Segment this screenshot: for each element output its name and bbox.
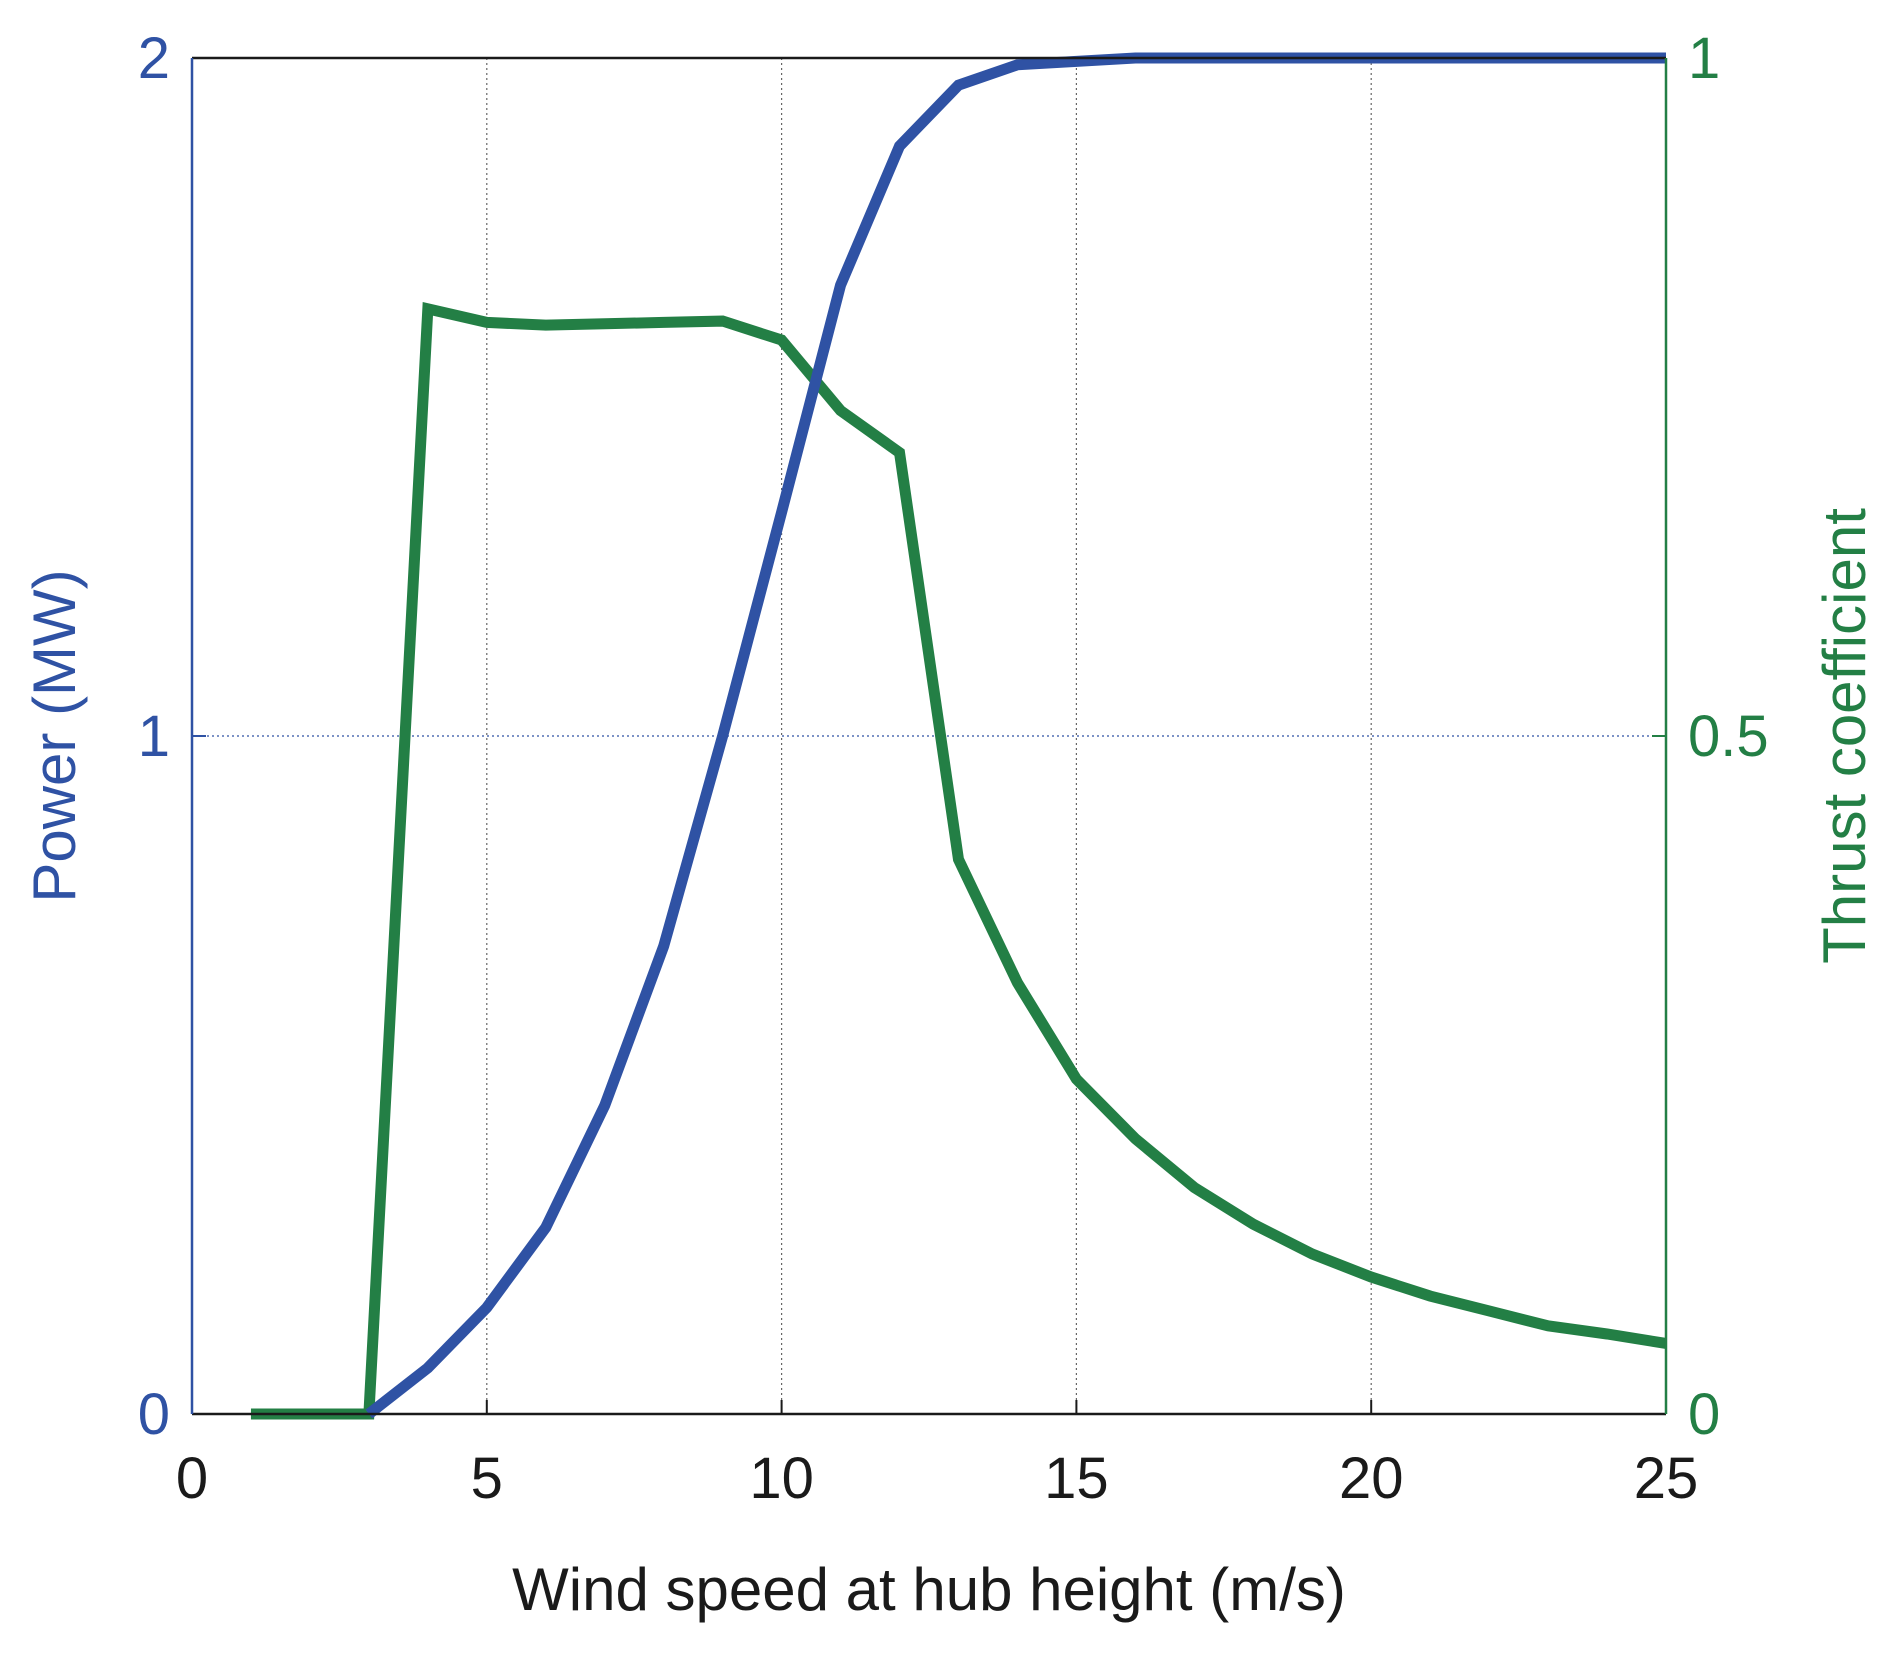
y-right-tick-label: 1	[1688, 26, 1720, 91]
x-tick-label: 20	[1339, 1446, 1404, 1511]
y-axis-left-title: Power (MW)	[21, 569, 88, 902]
axes	[190, 56, 1668, 1416]
y-left-tick-label: 1	[138, 704, 170, 769]
y-left-tick-label: 2	[138, 26, 170, 91]
x-axis-title: Wind speed at hub height (m/s)	[512, 1556, 1346, 1623]
x-tick-label: 0	[176, 1446, 208, 1511]
y-right-tick-label: 0	[1688, 1382, 1720, 1447]
y-axis-right-title: Thrust coefficient	[1811, 508, 1878, 964]
y-left-tick-label: 0	[138, 1382, 170, 1447]
x-tick-label: 10	[749, 1446, 814, 1511]
thrust-coefficient-line	[250, 302, 1667, 1420]
x-tick-label: 25	[1634, 1446, 1699, 1511]
x-tick-label: 5	[471, 1446, 503, 1511]
y-right-tick-label: 0.5	[1688, 704, 1769, 769]
grid-lines	[192, 58, 1666, 1414]
x-tick-label: 15	[1044, 1446, 1109, 1511]
